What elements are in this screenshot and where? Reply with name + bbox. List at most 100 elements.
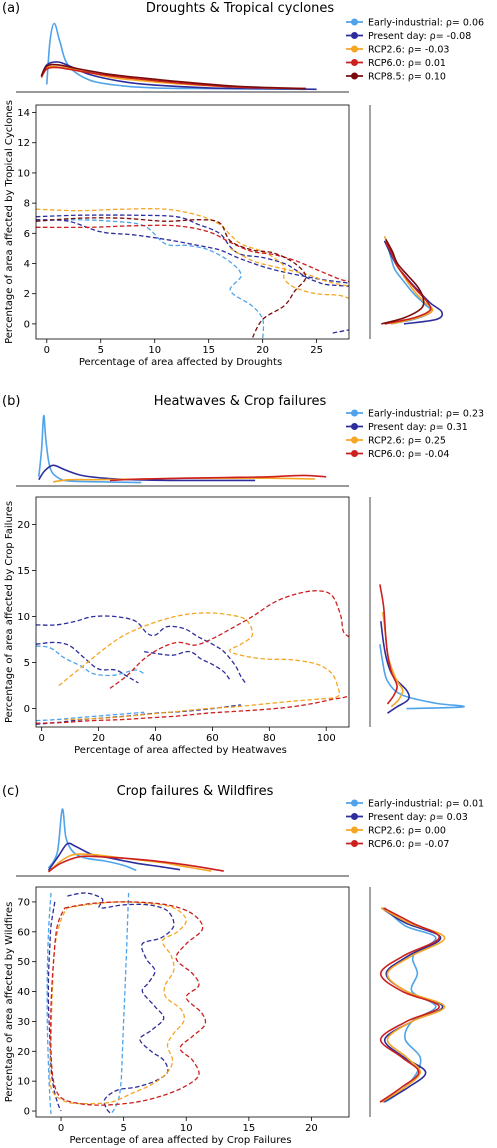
contour-group bbox=[46, 892, 207, 1115]
legend-entry: RCP2.6: ρ= 0.25 bbox=[368, 436, 446, 447]
x-tick-label: 20 bbox=[305, 1123, 318, 1134]
legend-entry: RCP6.0: ρ= -0.04 bbox=[368, 449, 449, 460]
y-tick-label: 0 bbox=[24, 319, 30, 330]
x-tick-label: 15 bbox=[202, 345, 215, 356]
x-axis-label: Percentage of area affected by Heatwaves bbox=[74, 745, 287, 756]
marginal-x-curve-4 bbox=[48, 855, 224, 873]
contour-line-2 bbox=[36, 711, 145, 722]
contour-line-2 bbox=[36, 214, 349, 287]
marginal-x-curve-3 bbox=[47, 853, 212, 873]
panel-3: (c) Crop failures & Wildfires 0 5 10 15 20 0 10 2… bbox=[2, 784, 484, 1146]
marginal-y-curve-4 bbox=[379, 584, 398, 705]
marginal-y-curve-3 bbox=[380, 907, 446, 1103]
x-tick-label: 25 bbox=[310, 345, 323, 356]
x-tick-label: 40 bbox=[149, 733, 162, 744]
contour-line-4 bbox=[332, 329, 349, 334]
contour-line-8 bbox=[36, 217, 307, 339]
marginal-x-curve-1 bbox=[38, 414, 142, 484]
legend-marker bbox=[351, 799, 358, 807]
legend-marker bbox=[351, 45, 358, 53]
y-tick-label: 14 bbox=[17, 108, 30, 119]
marginal-x-curve-2 bbox=[40, 61, 317, 91]
contour-line-5 bbox=[143, 650, 231, 680]
y-axis-label: Percentage of area affected by Tropical … bbox=[4, 100, 15, 344]
x-tick-label: 60 bbox=[206, 733, 219, 744]
y-axis-label: Percentage of area affected by Wildfires bbox=[4, 902, 15, 1103]
contour-line-7 bbox=[58, 612, 341, 721]
y-tick-label: 20 bbox=[17, 1047, 30, 1058]
x-tick-label: 0 bbox=[44, 345, 50, 356]
contour-line-4 bbox=[47, 901, 62, 1112]
x-tick-label: 5 bbox=[120, 1123, 126, 1134]
y-tick-label: 40 bbox=[17, 987, 30, 998]
plot-frame bbox=[35, 104, 350, 340]
contour-line-1 bbox=[36, 219, 265, 339]
contour-line-5 bbox=[49, 901, 187, 1105]
contour-line-4 bbox=[36, 641, 139, 684]
legend-entry: Early-industrial: ρ= 0.23 bbox=[368, 409, 484, 420]
legend-entry: RCP6.0: ρ= 0.01 bbox=[368, 58, 446, 69]
legend-entry: RCP2.6: ρ= 0.00 bbox=[368, 826, 446, 837]
x-tick-label: 15 bbox=[242, 1123, 255, 1134]
marginal-y-curve-4 bbox=[384, 242, 432, 325]
plot-frame bbox=[35, 886, 350, 1118]
x-axis-label: Percentage of area affected by Crop Fail… bbox=[69, 1135, 291, 1146]
legend-entry: Early-industrial: ρ= 0.06 bbox=[368, 18, 484, 29]
legend-marker bbox=[351, 72, 358, 80]
marginal-y-curve-4 bbox=[379, 907, 440, 1103]
y-tick-label: 12 bbox=[17, 138, 30, 149]
contour-line-5 bbox=[36, 208, 349, 299]
legend-marker bbox=[351, 409, 358, 417]
y-tick-label: 8 bbox=[24, 199, 30, 210]
contour-group bbox=[36, 590, 349, 725]
y-tick-label: 0 bbox=[24, 704, 30, 715]
y-axis-label: Percentage of area affected by Crop Fail… bbox=[4, 501, 15, 723]
y-tick-label: 6 bbox=[24, 229, 30, 240]
panel-label: (b) bbox=[2, 394, 20, 409]
contour-line-3 bbox=[67, 892, 175, 1115]
legend-entry: Present day: ρ= 0.03 bbox=[368, 812, 468, 823]
contour-line-6 bbox=[50, 901, 207, 1106]
x-tick-label: 5 bbox=[98, 345, 104, 356]
marginal-y-curve-2 bbox=[380, 907, 444, 1103]
x-tick-label: 100 bbox=[317, 733, 336, 744]
marginal-x-curve-4 bbox=[109, 474, 327, 482]
contour-line-1 bbox=[36, 645, 145, 677]
contour-line-2 bbox=[110, 892, 130, 1115]
y-tick-label: 10 bbox=[17, 612, 30, 623]
y-tick-label: 60 bbox=[17, 927, 30, 938]
legend-entry: RCP2.6: ρ= -0.03 bbox=[368, 45, 449, 56]
legend-entry: RCP8.5: ρ= 0.10 bbox=[368, 72, 446, 83]
marginal-x-curve-4 bbox=[40, 66, 306, 90]
y-tick-label: 15 bbox=[17, 566, 30, 577]
x-axis-label: Percentage of area affected by Droughts bbox=[79, 357, 282, 368]
marginal-y-curve-5 bbox=[381, 239, 425, 325]
panel-title: Heatwaves & Crop failures bbox=[154, 394, 327, 409]
y-tick-label: 2 bbox=[24, 289, 30, 300]
marginal-x-curve-1 bbox=[47, 808, 137, 872]
y-tick-label: 70 bbox=[17, 897, 30, 908]
plot-frame bbox=[35, 496, 350, 728]
legend-marker bbox=[351, 813, 358, 820]
y-tick-label: 10 bbox=[17, 1077, 30, 1088]
legend-marker bbox=[351, 18, 358, 26]
contour-line-7 bbox=[36, 224, 349, 283]
y-tick-label: 20 bbox=[17, 520, 30, 531]
legend-marker bbox=[351, 436, 358, 444]
x-tick-label: 0 bbox=[39, 733, 45, 744]
panel-title: Crop failures & Wildfires bbox=[117, 784, 274, 799]
marginal-x-curve-1 bbox=[46, 22, 306, 91]
y-tick-label: 30 bbox=[17, 1017, 30, 1028]
marginal-y-curve-1 bbox=[384, 907, 437, 1103]
y-tick-label: 0 bbox=[24, 1107, 30, 1118]
legend-marker bbox=[351, 450, 358, 457]
panel-label: (c) bbox=[2, 784, 19, 799]
x-tick-label: 0 bbox=[58, 1123, 64, 1134]
legend-entry: Present day: ρ= -0.08 bbox=[368, 31, 471, 42]
contour-line-8 bbox=[109, 590, 349, 689]
contour-line-6 bbox=[229, 247, 349, 287]
y-tick-label: 50 bbox=[17, 957, 30, 968]
